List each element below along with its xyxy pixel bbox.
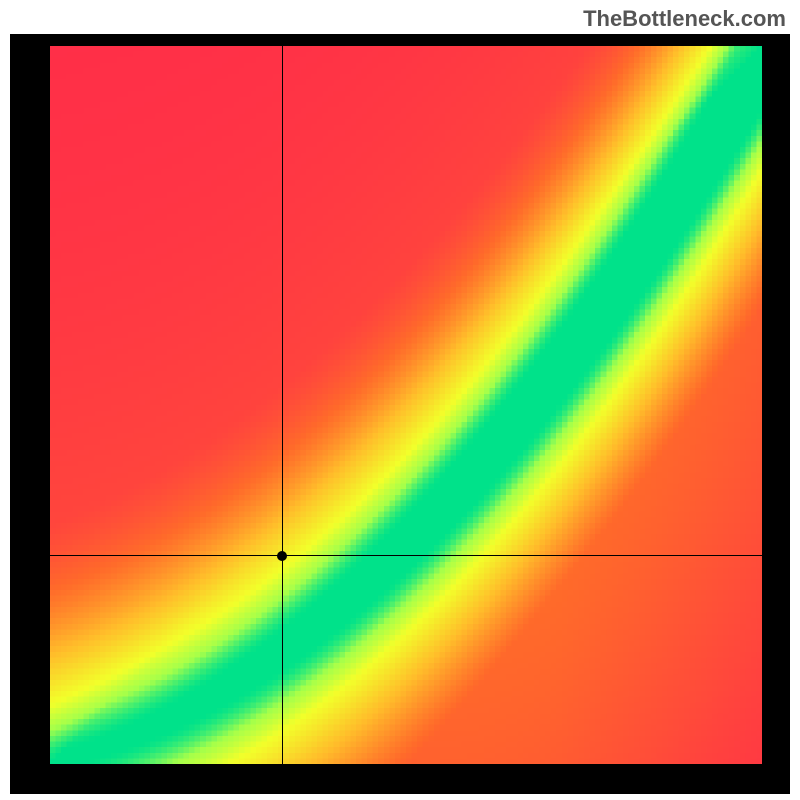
attribution-text: TheBottleneck.com: [583, 6, 786, 32]
plot-frame: [10, 34, 790, 794]
data-point-marker: [277, 551, 287, 561]
root-container: TheBottleneck.com: [0, 0, 800, 800]
plot-area: [50, 46, 762, 764]
crosshair-vertical: [282, 46, 283, 764]
crosshair-horizontal: [50, 555, 762, 556]
heatmap-canvas: [50, 46, 762, 764]
